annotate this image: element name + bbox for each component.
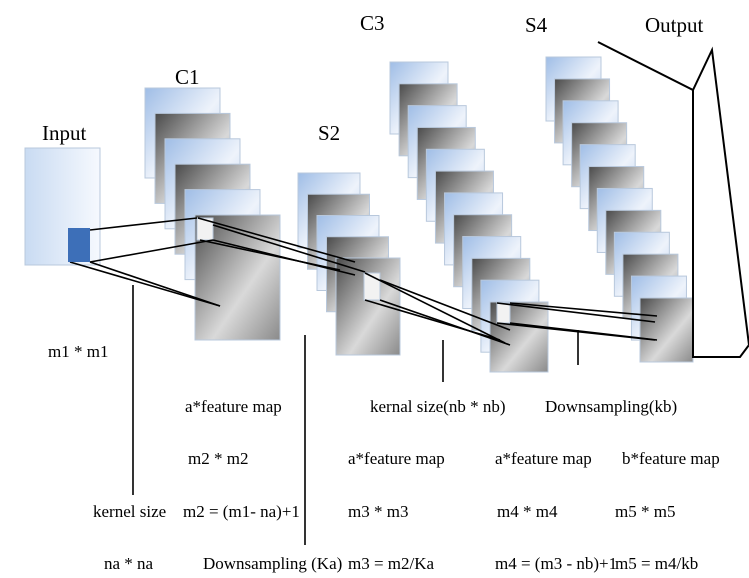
feature-map bbox=[639, 297, 694, 363]
annotation: m5 = m4/kb bbox=[615, 554, 698, 573]
feature-maps bbox=[24, 56, 694, 373]
layer-label: Input bbox=[42, 121, 86, 145]
connector bbox=[197, 217, 356, 263]
annotation: a*feature map bbox=[495, 449, 592, 468]
annotation: m4 = (m3 - nb)+1 bbox=[495, 554, 617, 573]
connector bbox=[509, 302, 658, 317]
layer-label: C1 bbox=[175, 65, 200, 89]
annotation: m3 * m3 bbox=[348, 502, 408, 521]
kernel-window bbox=[496, 302, 511, 324]
annotation: b*feature map bbox=[622, 449, 720, 468]
annotation: na * na bbox=[104, 554, 154, 573]
connector bbox=[89, 217, 198, 231]
annotation: Downsampling (Ka) bbox=[203, 554, 342, 573]
input-kernel bbox=[68, 228, 90, 262]
annotation: m2 = (m1- na)+1 bbox=[183, 502, 300, 521]
connector bbox=[364, 299, 501, 341]
connections bbox=[68, 41, 749, 545]
annotation: m3 = m2/Ka bbox=[348, 554, 435, 573]
connector bbox=[89, 261, 221, 307]
connector bbox=[496, 302, 656, 323]
layer-label: C3 bbox=[360, 11, 385, 35]
layer-label: Output bbox=[645, 13, 704, 37]
kernel-window bbox=[196, 217, 214, 241]
connector bbox=[379, 299, 511, 346]
kernel-window bbox=[363, 272, 381, 301]
annotation: m1 * m1 bbox=[48, 342, 108, 361]
connector bbox=[212, 224, 366, 273]
annotation: kernel size bbox=[93, 502, 166, 521]
connector bbox=[379, 279, 511, 331]
output-box bbox=[597, 41, 749, 358]
connector bbox=[212, 239, 356, 276]
annotation: m4 * m4 bbox=[497, 502, 558, 521]
connector bbox=[69, 261, 221, 307]
annotation: a*feature map bbox=[185, 397, 282, 416]
connector bbox=[364, 272, 506, 344]
annotation: m2 * m2 bbox=[188, 449, 248, 468]
annotation: a*feature map bbox=[348, 449, 445, 468]
annotation: m5 * m5 bbox=[615, 502, 675, 521]
labels: Input C1 S2 C3 S4 Output m1 * m1 a*featu… bbox=[42, 11, 720, 573]
layer-label: S4 bbox=[525, 13, 548, 37]
layer-label: S2 bbox=[318, 121, 340, 145]
annotation: Downsampling(kb) bbox=[545, 397, 677, 416]
connector bbox=[509, 322, 658, 341]
annotation: kernal size(nb * nb) bbox=[370, 397, 505, 416]
connector bbox=[89, 239, 214, 263]
